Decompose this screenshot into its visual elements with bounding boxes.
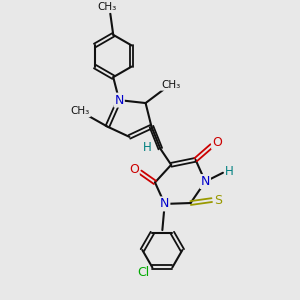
- Text: N: N: [201, 175, 210, 188]
- Text: O: O: [212, 136, 222, 149]
- Text: O: O: [129, 163, 139, 176]
- Text: CH₃: CH₃: [161, 80, 180, 90]
- Text: CH₃: CH₃: [97, 2, 116, 12]
- Text: S: S: [214, 194, 222, 207]
- Text: H: H: [143, 141, 152, 154]
- Text: CH₃: CH₃: [71, 106, 90, 116]
- Text: H: H: [225, 165, 234, 178]
- Text: N: N: [114, 94, 124, 106]
- Text: N: N: [160, 197, 169, 210]
- Text: Cl: Cl: [137, 266, 149, 279]
